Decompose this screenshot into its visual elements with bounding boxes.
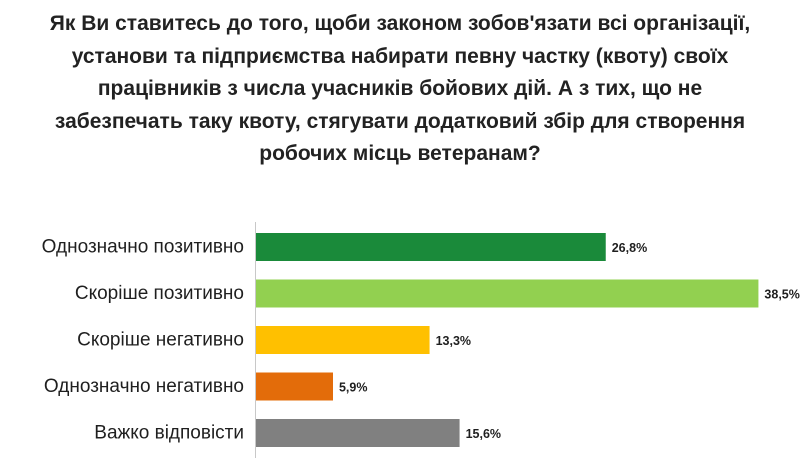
category-label-2: Скоріше позитивно — [75, 283, 244, 304]
value-label-1: 26,8% — [612, 241, 647, 255]
value-label-2: 38,5% — [764, 288, 799, 302]
bar-1 — [256, 233, 606, 261]
chart-title: Як Ви ставитесь до того, щоби законом зо… — [49, 12, 751, 165]
category-label-3: Скоріше негативно — [77, 330, 244, 351]
category-label-4: Однозначно негативно — [44, 376, 244, 397]
bar-5 — [256, 419, 460, 447]
bars-group: Однозначно позитивно 26,8% Скоріше позитив… — [42, 233, 800, 447]
value-label-3: 13,3% — [436, 334, 471, 348]
bar-3 — [256, 326, 430, 354]
category-label-5: Важко відповісти — [94, 423, 244, 444]
bar-4 — [256, 372, 333, 401]
bar-2 — [256, 279, 759, 308]
category-label-1: Однозначно позитивно — [42, 237, 244, 258]
value-label-4: 5,9% — [339, 381, 368, 395]
value-label-5: 15,6% — [466, 427, 501, 441]
